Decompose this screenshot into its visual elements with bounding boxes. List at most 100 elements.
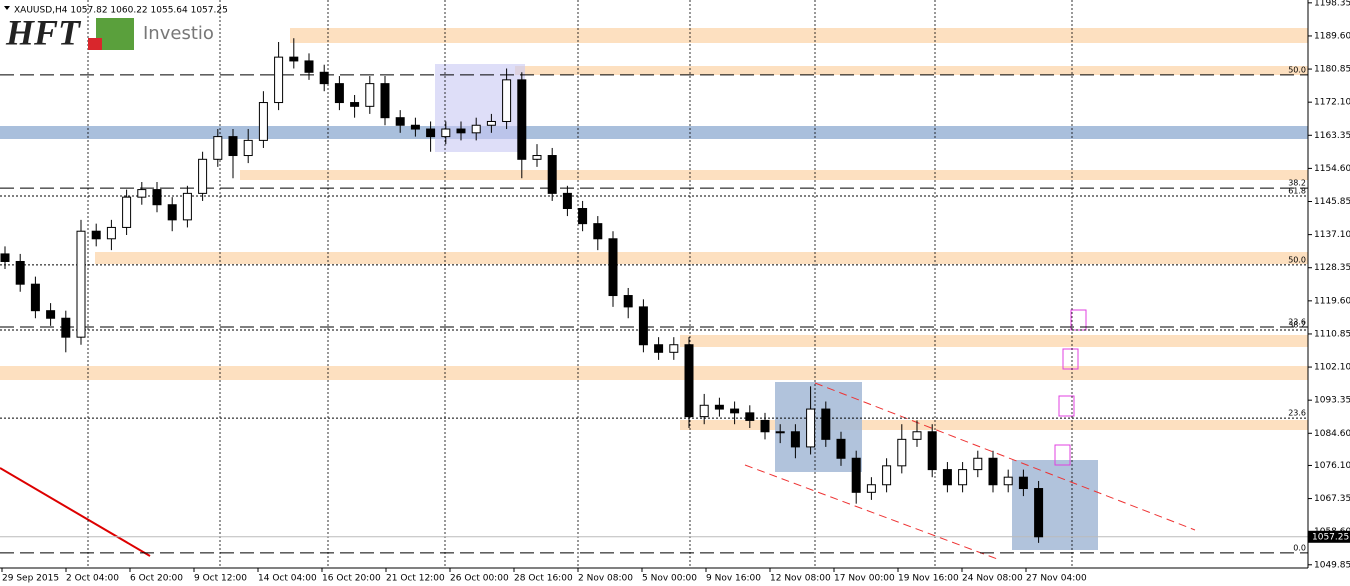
candle-body (15, 260, 25, 285)
candle-body (547, 155, 557, 194)
zone (680, 335, 1308, 347)
candle-body (61, 317, 71, 338)
candle-body (912, 431, 922, 440)
candle-body (745, 412, 755, 421)
candle-body (562, 192, 572, 210)
candle-body (106, 226, 116, 240)
x-tick-label: 14 Oct 04:00 (258, 574, 317, 584)
y-tick-label: 1119.60 (1314, 296, 1350, 306)
candle-body (1003, 476, 1013, 486)
symbol-info: XAUUSD,H4 1057.82 1060.22 1055.64 1057.2… (14, 6, 228, 16)
level-label: 23.6 (1288, 409, 1306, 418)
x-tick-label: 19 Nov 16:00 (898, 574, 959, 584)
last-price-box (1308, 530, 1350, 543)
logo-name: Investio (143, 23, 214, 44)
x-tick-label: 24 Nov 08:00 (962, 574, 1023, 584)
candle-body (274, 56, 284, 104)
candle-body (441, 128, 451, 138)
box (775, 382, 862, 472)
x-tick-label: 9 Nov 16:00 (706, 574, 761, 584)
candle-body (821, 408, 831, 440)
zone (0, 126, 1308, 139)
candle-body (289, 56, 299, 62)
x-tick-label: 27 Nov 04:00 (1026, 574, 1087, 584)
x-tick-label: 9 Oct 12:00 (194, 574, 247, 584)
zone (95, 252, 1308, 264)
y-tick-label: 1180.85 (1314, 65, 1350, 75)
levels: 50.038.261.850.023.638.223.60.0 (0, 65, 1308, 554)
candle-body (958, 469, 968, 486)
zone (680, 420, 1308, 430)
candle-body (1018, 476, 1028, 490)
candle-body (182, 192, 192, 221)
candle-body (593, 223, 603, 240)
candle-body (684, 344, 694, 418)
candle-body (669, 344, 679, 353)
x-tick-label: 17 Nov 00:00 (834, 574, 895, 584)
y-tick-label: 1163.35 (1314, 131, 1350, 141)
candle-body (426, 128, 436, 138)
zone (0, 366, 1308, 380)
candle-body (304, 60, 314, 73)
y-tick-label: 1049.85 (1314, 560, 1350, 570)
y-tick-label: 1198.35 (1314, 0, 1350, 8)
candle-body (623, 295, 633, 308)
level-label: 38.2 (1288, 179, 1306, 188)
drawings (0, 28, 1308, 561)
x-tick-label: 2 Nov 08:00 (578, 574, 633, 584)
x-tick-label: 16 Oct 20:00 (322, 574, 381, 584)
candle-body (198, 158, 208, 194)
candle-body (578, 208, 588, 225)
y-tick-label: 1093.35 (1314, 396, 1350, 406)
candle-body (654, 344, 664, 353)
candle-body (0, 253, 10, 262)
x-tick-label: 21 Oct 12:00 (386, 574, 445, 584)
y-tick-label: 1137.10 (1314, 230, 1350, 240)
channel-line (744, 464, 1001, 561)
candle-body (334, 83, 344, 104)
candle-body (730, 408, 740, 414)
candle-body (167, 204, 177, 221)
candle-body (395, 117, 405, 126)
y-tick-label: 1067.35 (1314, 494, 1350, 504)
candle-body (517, 79, 527, 160)
x-tick-label: 28 Oct 16:00 (514, 574, 573, 584)
level-label: 38.2 (1288, 320, 1306, 329)
candle-body (502, 79, 512, 122)
zone (290, 28, 1308, 43)
y-tick-label: 1172.10 (1314, 98, 1350, 108)
candle-body (897, 438, 907, 467)
y-tick-label: 1102.10 (1314, 363, 1350, 373)
box (1012, 460, 1098, 550)
candle-body (866, 484, 876, 493)
candle-body (806, 408, 816, 448)
x-tick-label: 12 Nov 08:00 (770, 574, 831, 584)
candle-body (638, 306, 648, 346)
candle-body (213, 136, 223, 160)
candles (0, 38, 1044, 543)
y-tick-label: 1076.10 (1314, 461, 1350, 471)
level-label: 50.0 (1288, 255, 1306, 264)
candle-body (836, 438, 846, 459)
candle-body (608, 238, 618, 297)
y-tick-label: 1128.35 (1314, 263, 1350, 273)
trend-line (0, 467, 151, 557)
symbol-marker (4, 6, 10, 10)
y-tick-label: 1110.85 (1314, 329, 1350, 339)
candle-body (152, 189, 162, 206)
candle-body (30, 283, 40, 312)
candle-body (532, 155, 542, 160)
candle-body (243, 139, 253, 157)
x-tick-label: 2 Oct 04:00 (66, 574, 119, 584)
candle-body (775, 431, 785, 434)
candle-body (973, 457, 983, 471)
candle-body (851, 457, 861, 493)
candle-body (486, 120, 496, 126)
level-label: 23.6 (1288, 317, 1306, 326)
level-label: 61.8 (1288, 187, 1306, 196)
grid (87, 0, 1073, 568)
logo-brand: HFT (5, 12, 82, 52)
y-tick-label: 1154.60 (1314, 164, 1350, 174)
